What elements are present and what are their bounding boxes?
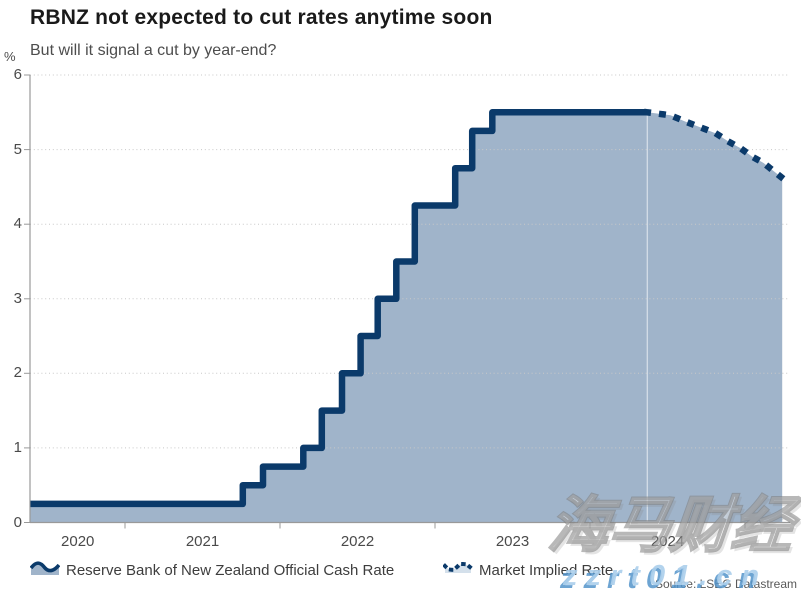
official-cash-rate-line <box>30 109 648 508</box>
watermark-brand-cn: 海马财经 <box>544 490 797 560</box>
watermark-brand-url: zzrt01.cn <box>563 560 769 592</box>
legend-label-market-implied-rate: Market Implied Rate <box>479 561 614 579</box>
area-wave-legend-icon <box>29 559 61 581</box>
page-title: RBNZ not expected to cut rates anytime s… <box>30 6 493 29</box>
legend-item-market-implied-rate: Market Implied Rate <box>442 559 614 581</box>
source-note: Source: LSEG Datastream <box>654 577 797 591</box>
legend-label-official-cash-rate: Reserve Bank of New Zealand Official Cas… <box>66 561 395 579</box>
market-implied-rate-line <box>643 108 787 183</box>
legend-item-official-cash-rate: Reserve Bank of New Zealand Official Cas… <box>29 559 395 581</box>
chart-legend: Reserve Bank of New Zealand Official Cas… <box>0 557 801 579</box>
dotted-wave-legend-icon <box>442 559 474 581</box>
page-subtitle: But will it signal a cut by year-end? <box>30 42 277 59</box>
y-axis-unit-label: % <box>4 49 16 64</box>
rate-area-fill <box>30 112 783 523</box>
